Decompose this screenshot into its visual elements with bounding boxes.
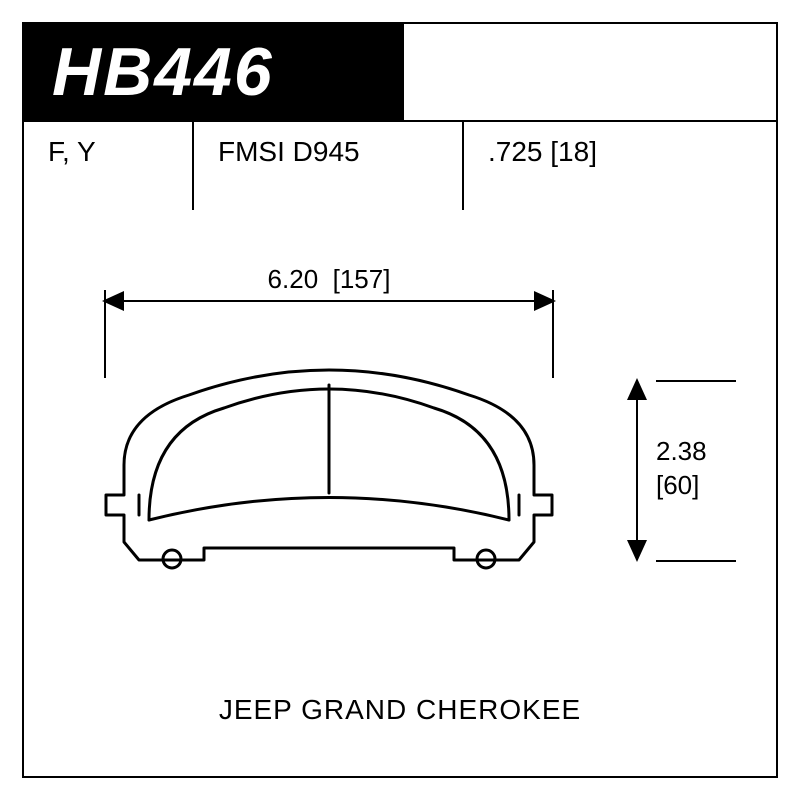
page: HB446 F, Y FMSI D945 .725 [18] 6.20 [157… bbox=[0, 0, 800, 800]
spec-thickness: .725 [18] bbox=[464, 122, 776, 210]
width-mm: [157] bbox=[333, 264, 391, 294]
ext-line-bottom bbox=[656, 560, 736, 562]
arrow-down-icon bbox=[627, 540, 647, 562]
spec-fmsi: FMSI D945 bbox=[194, 122, 464, 210]
dim-width-label: 6.20 [157] bbox=[249, 264, 409, 295]
dim-width: 6.20 [157] bbox=[104, 270, 554, 330]
height-in: 2.38 bbox=[656, 435, 707, 469]
dim-height-label: 2.38 [60] bbox=[656, 435, 707, 503]
arrow-left-icon bbox=[102, 291, 124, 311]
arrow-right-icon bbox=[534, 291, 556, 311]
spec-compounds: F, Y bbox=[24, 122, 194, 210]
friction-bottom-arc bbox=[149, 498, 509, 521]
part-number: HB446 bbox=[52, 33, 274, 111]
brake-pad-outline bbox=[94, 360, 564, 570]
height-mm: [60] bbox=[656, 469, 707, 503]
spec-row: F, Y FMSI D945 .725 [18] bbox=[24, 120, 776, 210]
dim-height-line bbox=[636, 380, 638, 560]
arrow-up-icon bbox=[627, 378, 647, 400]
dim-width-line bbox=[104, 300, 554, 302]
diagram-area: 6.20 [157] 2.38 [60] bbox=[24, 210, 776, 776]
width-in: 6.20 bbox=[268, 264, 319, 294]
dim-height: 2.38 [60] bbox=[616, 380, 736, 560]
caption: JEEP GRAND CHEROKEE bbox=[24, 694, 776, 726]
title-bar: HB446 bbox=[24, 24, 404, 120]
